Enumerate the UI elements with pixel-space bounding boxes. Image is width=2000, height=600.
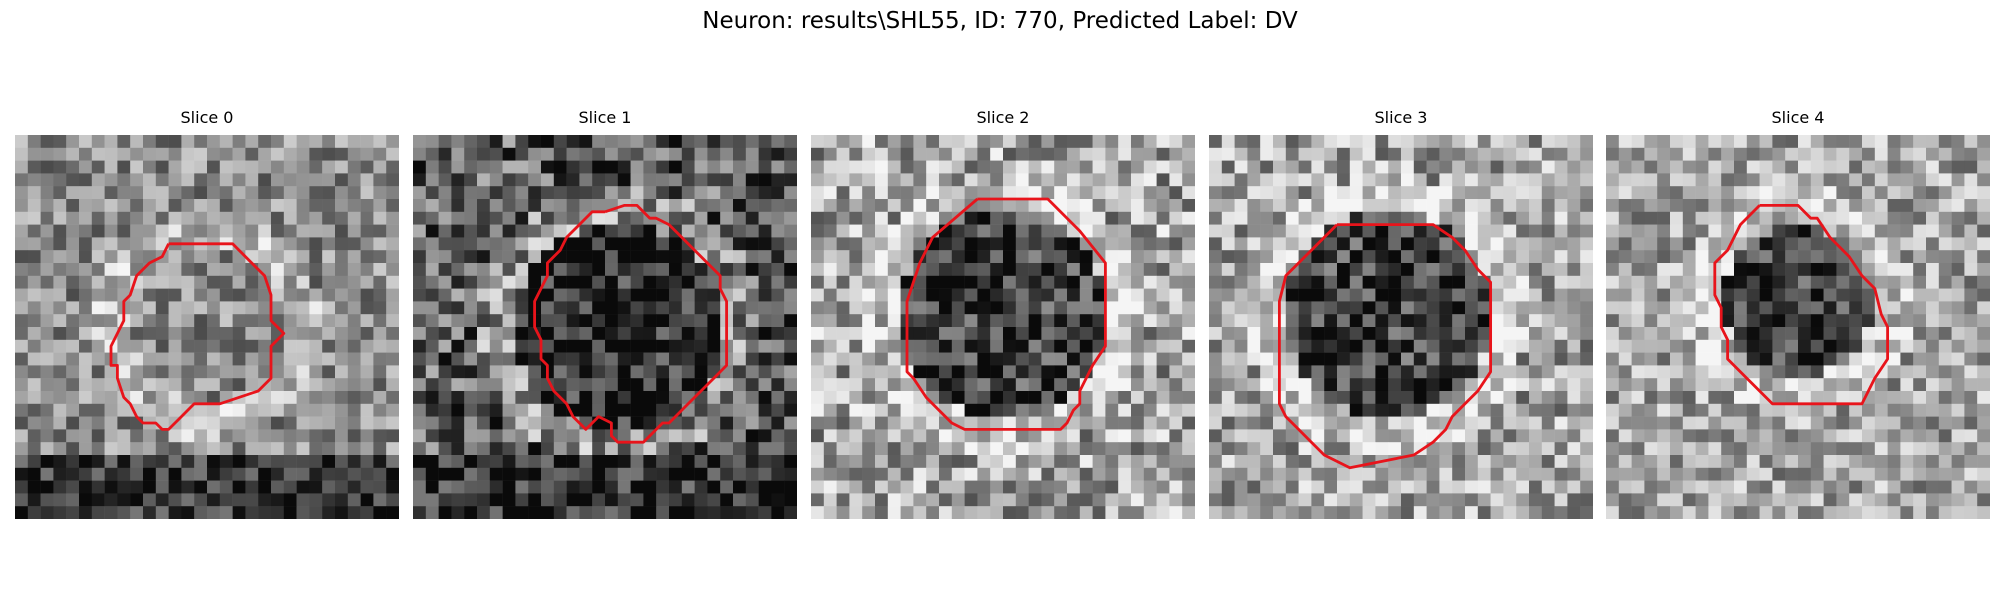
slice-image (1209, 135, 1593, 519)
slice-image (413, 135, 797, 519)
roi-contour (109, 242, 286, 431)
slice-image (811, 135, 1195, 519)
roi-contour (1713, 203, 1890, 406)
slice-title: Slice 4 (1771, 108, 1825, 127)
slice-image (1606, 135, 1990, 519)
roi-contour (905, 197, 1107, 431)
roi-contour (1277, 223, 1493, 470)
slice-title: Slice 2 (976, 108, 1030, 127)
figure-title: Neuron: results\SHL55, ID: 770, Predicte… (702, 8, 1298, 34)
slice-title: Slice 0 (180, 108, 234, 127)
roi-contour (533, 203, 729, 444)
slice-title: Slice 3 (1374, 108, 1428, 127)
slice-title: Slice 1 (578, 108, 632, 127)
slice-image (15, 135, 399, 519)
